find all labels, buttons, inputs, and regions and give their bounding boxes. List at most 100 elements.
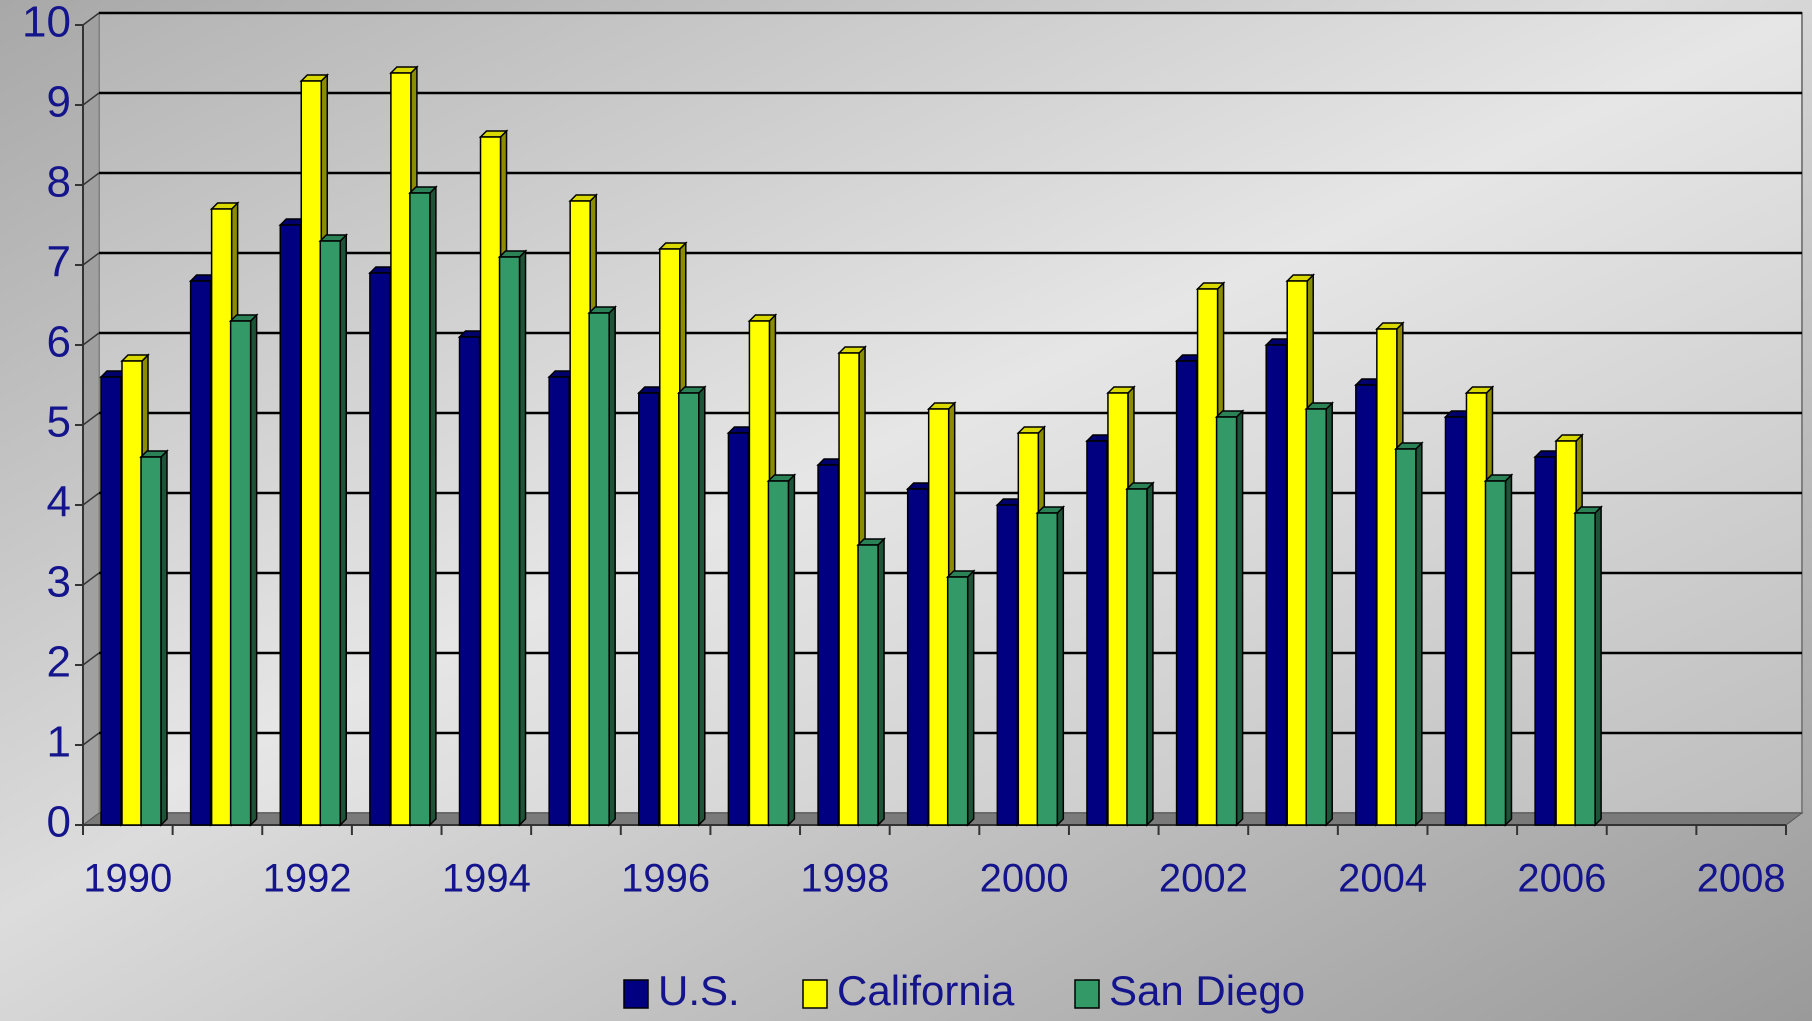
- legend-swatch: [1074, 979, 1100, 1009]
- x-tick-label: 1992: [263, 857, 352, 901]
- bar: [279, 224, 302, 826]
- bar-side: [518, 249, 527, 827]
- bar-side: [1146, 481, 1154, 827]
- bar: [659, 248, 681, 826]
- x-tick-label: 2002: [1159, 857, 1248, 901]
- grid-line-side: [82, 492, 100, 506]
- bar: [996, 504, 1019, 826]
- legend-label: U.S.: [658, 967, 740, 1014]
- bar-side: [608, 305, 616, 827]
- bar-side: [966, 569, 975, 827]
- grid-line-side: [82, 412, 100, 426]
- bar: [140, 456, 162, 826]
- bar: [1036, 512, 1059, 826]
- bar-side: [429, 185, 437, 827]
- legend-swatch: [802, 979, 828, 1009]
- bar: [1107, 392, 1129, 826]
- bar: [409, 192, 431, 826]
- bar: [121, 360, 143, 826]
- y-tick-label: 10: [22, 0, 71, 47]
- bar: [1126, 488, 1148, 826]
- bar: [1555, 440, 1577, 826]
- grid-line-side: [82, 572, 100, 586]
- bar: [229, 320, 252, 826]
- bar: [548, 376, 570, 826]
- bar-side: [1056, 505, 1065, 827]
- bar: [817, 464, 839, 826]
- x-tick-label: 1996: [621, 857, 710, 901]
- bar: [748, 320, 771, 826]
- y-tick-label: 2: [47, 638, 71, 687]
- x-tick-label: 1998: [800, 857, 889, 901]
- bar-side: [1235, 409, 1244, 827]
- x-tick-label: 2006: [1517, 857, 1606, 901]
- grid-line-side: [82, 732, 100, 746]
- y-tick-label: 9: [47, 78, 71, 127]
- bar: [1355, 384, 1377, 826]
- bar-side: [787, 473, 796, 827]
- bar: [1265, 344, 1287, 826]
- y-tick-label: 0: [47, 798, 71, 847]
- bar: [1086, 440, 1108, 826]
- bar: [1215, 416, 1238, 826]
- bar-side: [160, 449, 168, 827]
- grid-line-side: [82, 12, 100, 26]
- bar: [906, 488, 929, 826]
- bar: [927, 408, 950, 826]
- x-tick-label: 2008: [1697, 857, 1786, 901]
- bar: [1465, 392, 1488, 826]
- bar: [1286, 280, 1308, 826]
- y-tick-label: 8: [47, 158, 71, 207]
- bar: [189, 280, 212, 826]
- x-tick-label: 2000: [980, 857, 1069, 901]
- grid-line-side: [82, 172, 100, 186]
- bar-side: [877, 537, 885, 827]
- bar: [1534, 456, 1556, 826]
- bar-side: [1325, 401, 1333, 827]
- legend-swatch: [623, 979, 649, 1009]
- grid-line-side: [82, 332, 100, 346]
- bar: [369, 272, 391, 826]
- y-tick-label: 1: [47, 718, 71, 767]
- bar: [588, 312, 610, 826]
- legend-label: California: [837, 967, 1015, 1014]
- bar: [1175, 360, 1198, 826]
- bar: [1574, 512, 1596, 826]
- bar: [1444, 416, 1467, 826]
- x-tick-label: 1994: [442, 857, 531, 901]
- y-tick-label: 6: [47, 318, 71, 367]
- bar: [100, 376, 122, 826]
- bar-side: [1504, 473, 1513, 827]
- bar-side: [249, 313, 258, 827]
- bar-side: [339, 233, 348, 827]
- x-tick-label: 2004: [1338, 857, 1427, 901]
- bar: [678, 392, 700, 826]
- bar-side: [1594, 505, 1602, 827]
- bar: [1305, 408, 1327, 826]
- grid-line-side: [82, 252, 100, 266]
- bar: [1376, 328, 1398, 826]
- bar: [1484, 480, 1507, 826]
- bar: [569, 200, 591, 826]
- bar: [1017, 432, 1040, 826]
- bar: [767, 480, 790, 826]
- bar-side: [1415, 441, 1423, 827]
- bar-side: [698, 385, 706, 827]
- bar: [857, 544, 879, 826]
- grid-line-side: [82, 652, 100, 666]
- bar: [390, 72, 412, 826]
- x-tick-label: 1990: [83, 857, 172, 901]
- bar: [1196, 288, 1219, 826]
- y-tick-label: 5: [47, 398, 71, 447]
- bar: [838, 352, 860, 826]
- bar: [727, 432, 750, 826]
- bar: [1395, 448, 1417, 826]
- bar: [638, 392, 660, 826]
- legend-label: San Diego: [1109, 967, 1305, 1014]
- bar: [319, 240, 342, 826]
- y-tick-label: 7: [47, 238, 71, 287]
- bar: [479, 136, 502, 826]
- bar: [498, 256, 521, 826]
